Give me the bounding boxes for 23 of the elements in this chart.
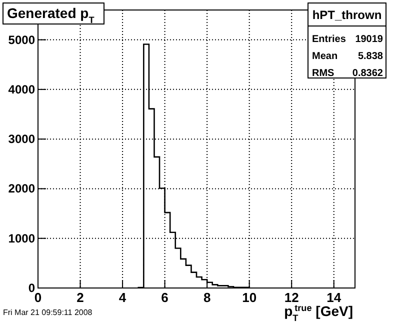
- y-tick-label: 3000: [8, 132, 36, 146]
- text: 19019: [355, 34, 384, 45]
- text: 5.838: [358, 51, 384, 62]
- x-tick-label: 2: [76, 290, 84, 305]
- x-tick-label: 12: [284, 290, 299, 305]
- annotation: 0.8362: [352, 68, 384, 79]
- x-tick-label: 4: [118, 290, 127, 305]
- x-tick-label: 14: [326, 290, 342, 305]
- text: Fri Mar 21 09:59:11 2008: [3, 308, 93, 317]
- y-tick-label: 5000: [8, 32, 36, 47]
- x-tick-label: 6: [161, 290, 168, 305]
- y-tick-label: 2000: [8, 182, 36, 196]
- annotation: RMS: [312, 68, 335, 79]
- annotation: hPT_thrown: [312, 8, 382, 22]
- y-tick-label: 0: [28, 281, 36, 295]
- y-tick-label: 4000: [8, 82, 36, 96]
- x-tick-label: 8: [203, 290, 211, 305]
- chart-title: Generated p$_{T}$: [7, 5, 95, 25]
- annotation: Entries: [312, 34, 346, 45]
- annotation: Mean: [312, 51, 338, 62]
- y-tick-label: 1000: [8, 231, 36, 246]
- x-tick-label: 10: [242, 290, 257, 305]
- x-axis-title: p$_{T}$$^{true}$ [GeV]: [284, 303, 353, 322]
